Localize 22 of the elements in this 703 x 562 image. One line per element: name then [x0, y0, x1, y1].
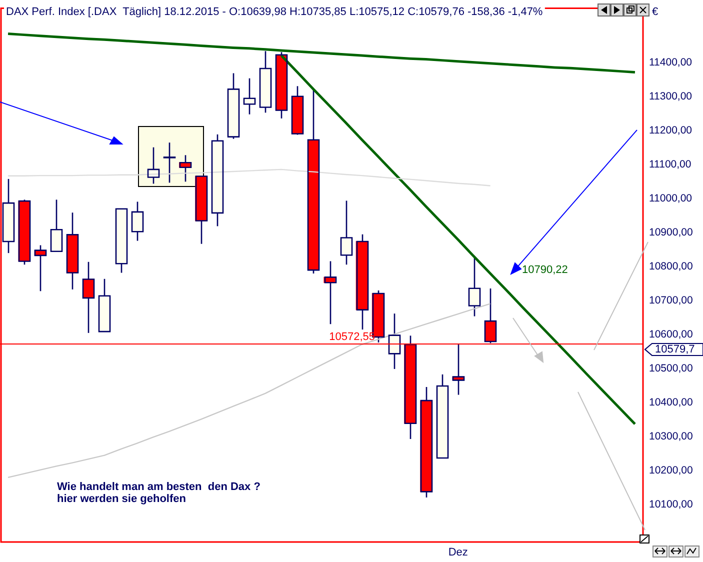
- y-tick-label: 11400,00: [649, 56, 692, 69]
- ref-line-label: 10572,55: [329, 330, 375, 343]
- y-tick-label: 11100,00: [649, 158, 692, 171]
- y-tick-label: 10200,00: [649, 464, 693, 477]
- y-tick-label: 10600,00: [649, 328, 693, 341]
- text: €: [652, 6, 658, 18]
- annotation: Wie handelt man am besten den Dax ?: [57, 481, 261, 494]
- y-tick-label: 10700,00: [649, 294, 693, 307]
- chart-title: DAX Perf. Index [.DAX Täglich] 18.12.2015 - O:10639,98 H:10735,85 L:10575,12 C:10579,76 -158,36 -1,47%: [6, 6, 543, 18]
- y-tick-label: 11300,00: [649, 90, 692, 103]
- y-tick-label: 10900,00: [649, 226, 693, 239]
- annotation: 10790,22: [522, 264, 568, 276]
- y-tick-label: 10800,00: [649, 260, 693, 273]
- annotation: hier werden sie geholfen: [57, 493, 186, 506]
- y-tick-label: 11200,00: [649, 124, 692, 137]
- x-tick-label: Dez: [448, 546, 468, 559]
- text: 10579,7: [655, 343, 695, 356]
- y-tick-label: 11000,00: [649, 192, 692, 205]
- y-tick-label: 10500,00: [649, 362, 693, 375]
- y-tick-label: 10300,00: [649, 430, 693, 443]
- y-tick-label: 10100,00: [649, 498, 693, 510]
- y-tick-label: 10400,00: [649, 396, 693, 409]
